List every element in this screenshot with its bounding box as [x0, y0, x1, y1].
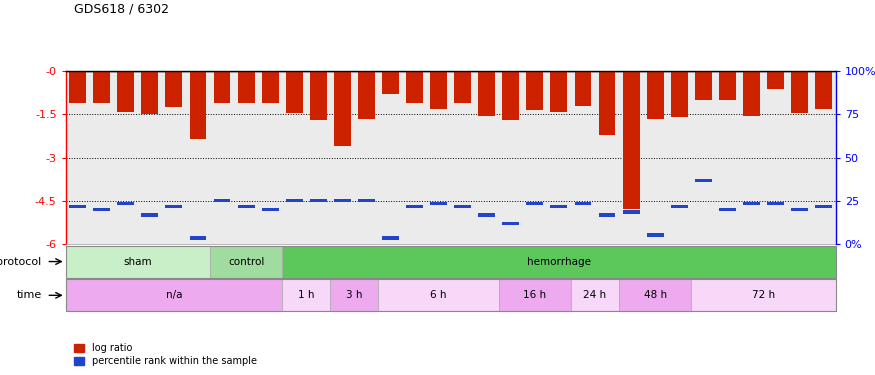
- Text: 1 h: 1 h: [298, 290, 314, 300]
- Bar: [334, 71, 351, 146]
- Text: control: control: [228, 256, 264, 267]
- Bar: [94, 207, 110, 211]
- Bar: [382, 71, 399, 94]
- Bar: [286, 71, 303, 113]
- Text: 3 h: 3 h: [346, 290, 362, 300]
- Bar: [695, 179, 711, 182]
- Text: sham: sham: [123, 256, 152, 267]
- Text: GDS618 / 6302: GDS618 / 6302: [74, 2, 170, 15]
- Bar: [238, 71, 255, 103]
- Bar: [671, 71, 688, 117]
- Bar: [165, 205, 182, 208]
- Bar: [502, 71, 519, 120]
- Bar: [94, 71, 110, 103]
- Bar: [117, 71, 134, 111]
- Bar: [791, 207, 808, 211]
- Bar: [550, 71, 567, 111]
- Bar: [406, 71, 423, 103]
- Bar: [69, 205, 86, 208]
- Bar: [66, 279, 282, 311]
- Bar: [358, 71, 374, 118]
- Bar: [695, 71, 711, 100]
- Text: 48 h: 48 h: [644, 290, 667, 300]
- Bar: [502, 222, 519, 225]
- Bar: [69, 71, 86, 103]
- Bar: [262, 71, 278, 103]
- Text: protocol: protocol: [0, 256, 42, 267]
- Bar: [499, 279, 571, 311]
- Bar: [454, 205, 471, 208]
- Bar: [262, 207, 278, 211]
- Bar: [571, 279, 620, 311]
- Bar: [479, 71, 495, 116]
- Bar: [575, 202, 592, 205]
- Bar: [598, 213, 615, 217]
- Text: n/a: n/a: [165, 290, 182, 300]
- Bar: [719, 71, 736, 100]
- Bar: [575, 71, 592, 106]
- Bar: [719, 207, 736, 211]
- Bar: [310, 71, 326, 120]
- Bar: [623, 71, 640, 209]
- Bar: [214, 71, 230, 103]
- Bar: [767, 71, 784, 88]
- Bar: [743, 202, 760, 205]
- Bar: [142, 213, 158, 217]
- Bar: [142, 71, 158, 114]
- Bar: [190, 71, 206, 139]
- Bar: [430, 71, 447, 109]
- Bar: [647, 71, 663, 118]
- Bar: [406, 205, 423, 208]
- Bar: [767, 202, 784, 205]
- Bar: [214, 199, 230, 202]
- Bar: [454, 71, 471, 103]
- Bar: [334, 199, 351, 202]
- Bar: [358, 199, 374, 202]
- Bar: [691, 279, 836, 311]
- Bar: [190, 236, 206, 240]
- Bar: [816, 71, 832, 109]
- Bar: [238, 205, 255, 208]
- Bar: [479, 213, 495, 217]
- Bar: [282, 246, 836, 278]
- Bar: [379, 279, 499, 311]
- Bar: [165, 71, 182, 107]
- Text: 72 h: 72 h: [752, 290, 775, 300]
- Bar: [816, 205, 832, 208]
- Bar: [210, 246, 282, 278]
- Bar: [117, 202, 134, 205]
- Text: 6 h: 6 h: [430, 290, 447, 300]
- Bar: [527, 71, 543, 110]
- Legend: log ratio, percentile rank within the sample: log ratio, percentile rank within the sa…: [71, 339, 261, 370]
- Bar: [550, 205, 567, 208]
- Text: 16 h: 16 h: [523, 290, 546, 300]
- Text: 24 h: 24 h: [584, 290, 606, 300]
- Bar: [310, 199, 326, 202]
- Bar: [66, 246, 210, 278]
- Bar: [620, 279, 691, 311]
- Text: time: time: [17, 290, 42, 300]
- Bar: [282, 279, 331, 311]
- Bar: [791, 71, 808, 113]
- Text: hemorrhage: hemorrhage: [527, 256, 591, 267]
- Bar: [671, 205, 688, 208]
- Bar: [623, 210, 640, 214]
- Bar: [331, 279, 379, 311]
- Bar: [598, 71, 615, 135]
- Bar: [286, 199, 303, 202]
- Bar: [647, 233, 663, 237]
- Bar: [743, 71, 760, 116]
- Bar: [382, 236, 399, 240]
- Bar: [430, 202, 447, 205]
- Bar: [527, 202, 543, 205]
